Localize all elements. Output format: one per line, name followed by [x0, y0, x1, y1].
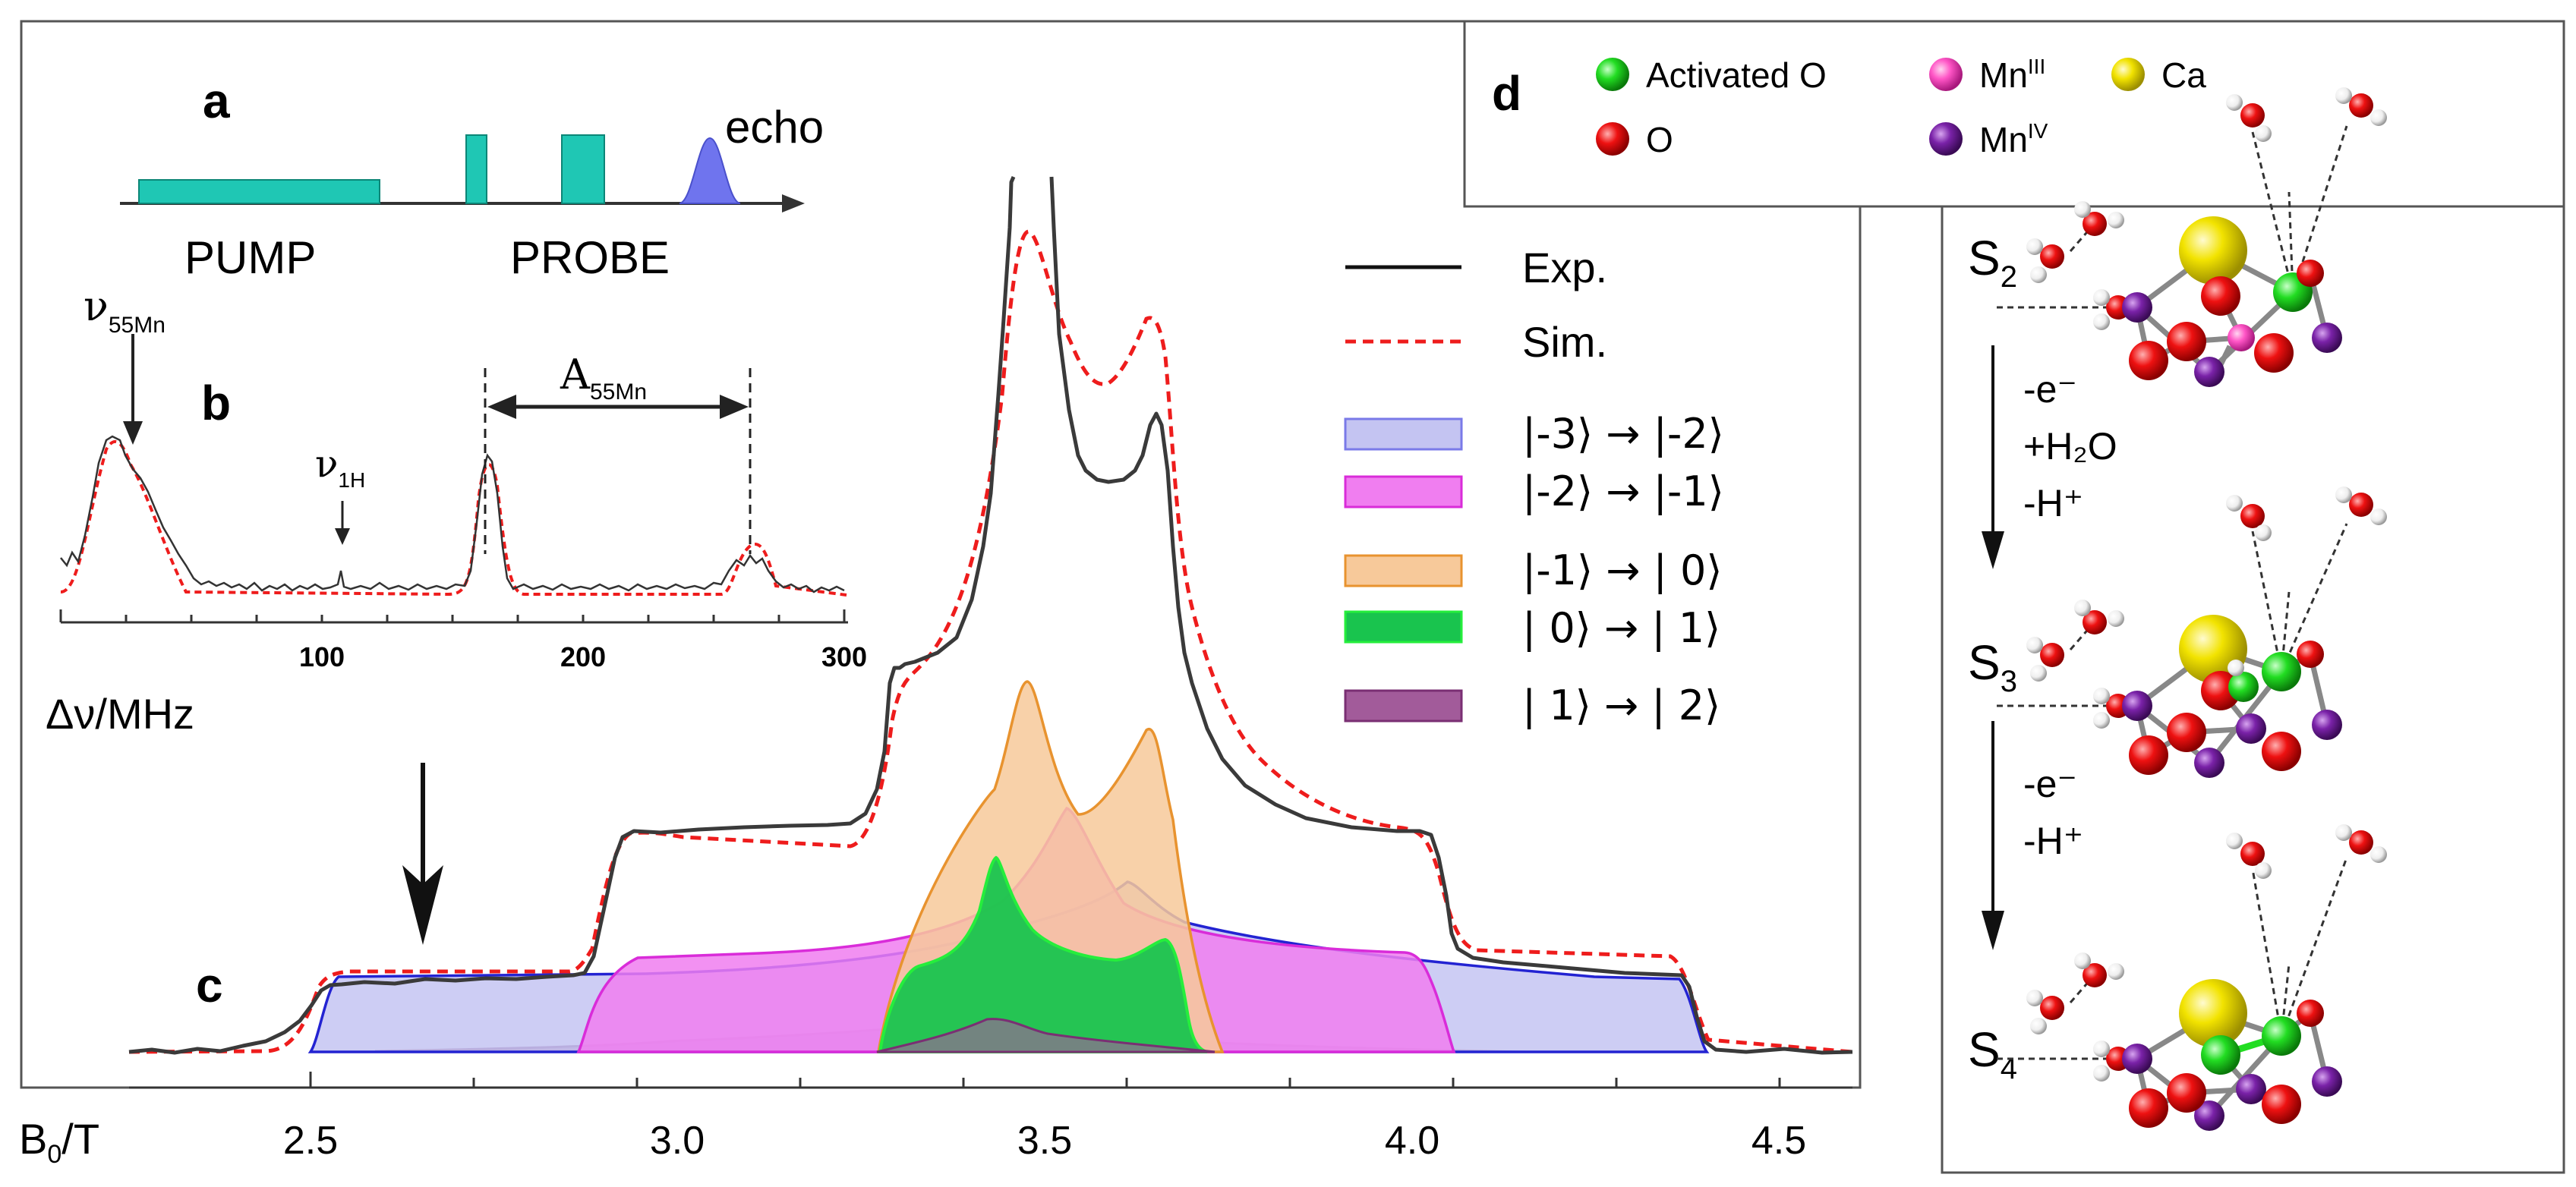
o-icon	[1596, 122, 1629, 156]
nu-mn-arrowhead-icon	[123, 421, 143, 445]
panel-a-label: a	[203, 74, 230, 128]
state-s2: S2	[1968, 231, 2017, 294]
panel-b-label: b	[201, 376, 231, 430]
legend-t3-swatch	[1344, 554, 1463, 587]
legend: Exp. Sim. |-3⟩ → |-2⟩ |-2⟩ → |-1⟩ |-1⟩ →…	[1344, 244, 1724, 729]
legend-mn3: MnIII	[1979, 55, 2045, 95]
step1-line3: -H⁺	[2023, 482, 2083, 524]
legend-t3-label: |-1⟩ → | 0⟩	[1522, 546, 1722, 594]
panel-b: b 100 200 300 Δν/MHz ν55Mn ν1H A55Mn	[46, 282, 867, 738]
legend-t2-label: |-2⟩ → |-1⟩	[1522, 468, 1724, 515]
t5-overlay	[876, 1018, 1215, 1053]
legend-t1-label: |-3⟩ → |-2⟩	[1522, 410, 1724, 458]
legend-mn4: MnIV	[1979, 119, 2048, 159]
frames	[20, 20, 2565, 1174]
legend-activated-o: Activated O	[1646, 55, 1827, 95]
a-mn-arrow-left-icon	[487, 395, 516, 419]
time-axis-arrowhead-icon	[782, 194, 805, 213]
panel-c-tick-4-5: 4.5	[1751, 1119, 1806, 1163]
panel-b-tick-300: 300	[821, 641, 867, 672]
step1-line1: -e⁻	[2023, 368, 2077, 411]
legend-exp-label: Exp.	[1522, 244, 1607, 291]
nu-h-arrowhead-icon	[335, 528, 350, 545]
a-mn-arrow-right-icon	[720, 395, 749, 419]
ca-icon	[2111, 58, 2145, 91]
nu-mn-label: ν55Mn	[84, 282, 166, 338]
panel-d-label: d	[1492, 66, 1521, 121]
main-frame	[20, 20, 1862, 1089]
panel-c-tick-2-5: 2.5	[283, 1119, 338, 1163]
exp-curve	[128, 176, 1853, 1055]
panel-d-legend: d Activated O O MnIII MnIV Ca	[1492, 55, 2206, 159]
a-mn-label: A55Mn	[560, 351, 647, 405]
legend-t1-swatch	[1344, 417, 1463, 451]
legend-t4-label: | 0⟩ → | 1⟩	[1522, 604, 1720, 652]
legend-sim-label: Sim.	[1522, 318, 1607, 366]
probe-label: PROBE	[510, 232, 670, 283]
nu-h-label: ν1H	[315, 442, 365, 492]
t4-area	[878, 855, 1208, 1053]
mn3-icon	[1929, 58, 1963, 91]
marker-arrowhead-icon	[402, 865, 443, 945]
panel-c-tick-4-0: 4.0	[1385, 1119, 1439, 1163]
echo-signal	[679, 137, 741, 204]
panel-c-tick-3-0: 3.0	[650, 1119, 705, 1163]
molecule-s4	[1997, 824, 2387, 1131]
panel-d-legend-frame	[1463, 20, 2565, 208]
panel-b-tick-100: 100	[299, 641, 345, 672]
step2-line2: -H⁺	[2023, 820, 2083, 862]
pump-pulse	[138, 179, 380, 204]
legend-t5-swatch	[1344, 689, 1463, 723]
panel-b-tick-200: 200	[560, 641, 606, 672]
panel-b-xlabel: Δν/MHz	[46, 690, 194, 738]
legend-o: O	[1646, 120, 1673, 159]
panel-c-xlabel: B0/T	[19, 1115, 99, 1169]
panel-b-ticks	[59, 609, 846, 622]
molecule-s3	[1997, 486, 2387, 778]
probe-pulse-long	[561, 134, 605, 204]
panel-c: c 2.5 3.0 3.5 4.0 4.5 B0/T	[19, 176, 1853, 1169]
mn4-icon	[1929, 122, 1963, 156]
step1-line2: +H₂O	[2023, 425, 2117, 468]
panel-b-exp-curve	[60, 435, 845, 594]
panel-c-tick-3-5: 3.5	[1017, 1119, 1072, 1163]
state-s4: S4	[1968, 1022, 2017, 1085]
molecule-s2	[1997, 87, 2387, 387]
state-s3: S3	[1968, 635, 2017, 698]
probe-pulse-short	[465, 134, 487, 204]
panel-c-ticks	[309, 1072, 1781, 1088]
panel-c-label: c	[196, 958, 223, 1012]
legend-t2-swatch	[1344, 475, 1463, 508]
legend-ca: Ca	[2161, 55, 2206, 95]
legend-t4-swatch	[1344, 610, 1463, 644]
legend-t5-label: | 1⟩ → | 2⟩	[1522, 682, 1720, 729]
activated-o-icon	[1596, 58, 1629, 91]
step2-line1: -e⁻	[2023, 763, 2077, 805]
molecules-frame	[1941, 206, 2565, 1174]
panel-a: a echo PUMP PROBE	[120, 74, 824, 283]
echo-label: echo	[725, 102, 824, 153]
pump-label: PUMP	[184, 232, 316, 283]
step1-arrowhead-icon	[1982, 531, 2004, 569]
step2-arrowhead-icon	[1982, 911, 2004, 950]
